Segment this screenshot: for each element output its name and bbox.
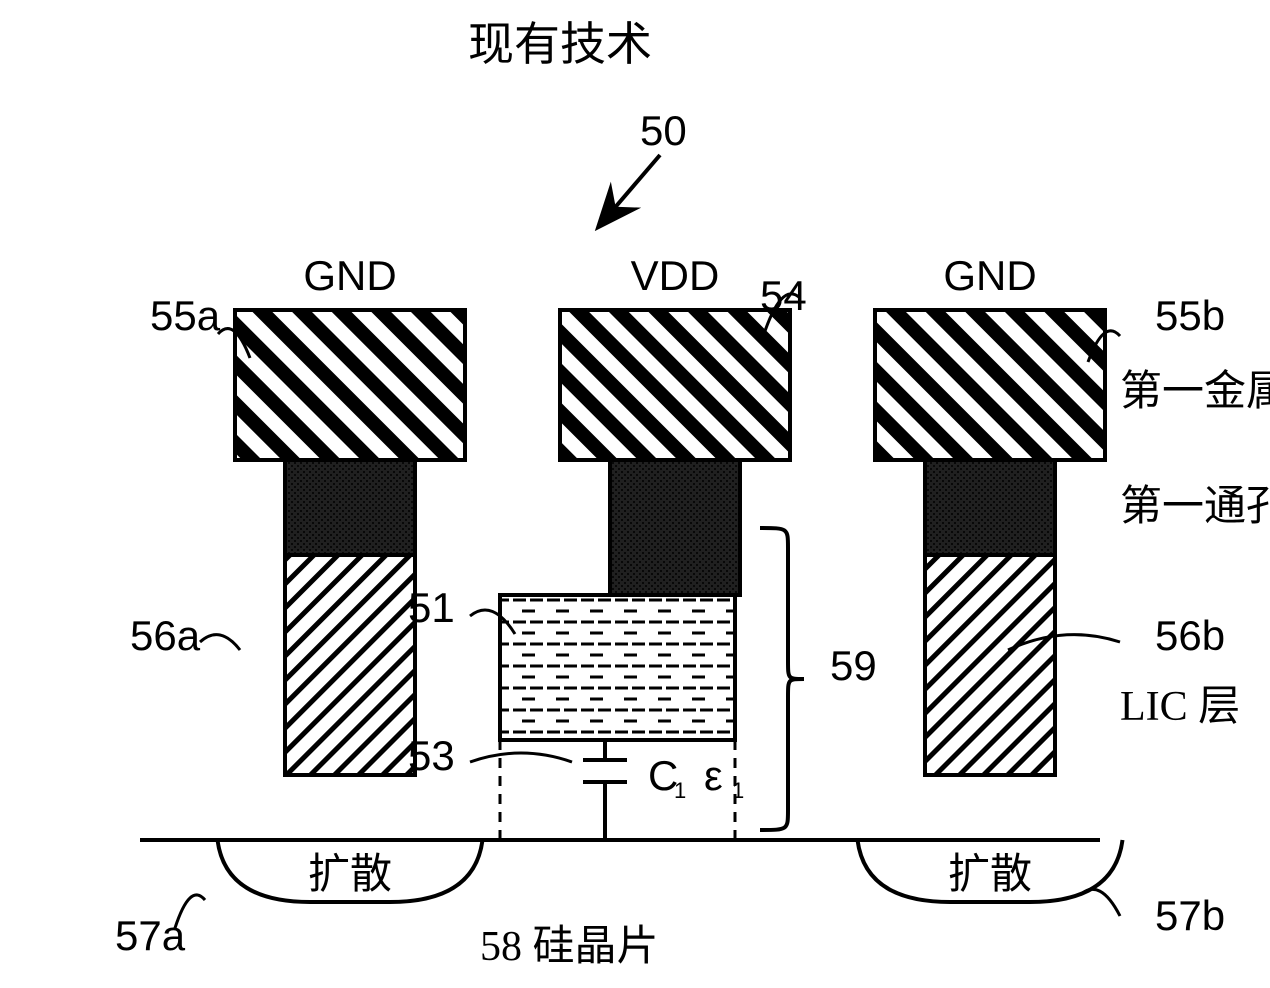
diffusion-label-right: 扩散 (948, 852, 1032, 898)
ref-53: 53 (408, 732, 455, 779)
via-center (610, 460, 740, 595)
metal-center (560, 310, 790, 460)
ref-54: 54 (760, 272, 807, 319)
metal-left (235, 310, 465, 460)
leader-56a (200, 635, 240, 650)
rail-label-right: GND (943, 252, 1036, 299)
leader-53 (470, 753, 572, 762)
lic-left (285, 555, 415, 775)
layer-label-via: 第一通孔层 (1120, 484, 1270, 530)
substrate-label: 58 硅晶片 (480, 924, 659, 970)
capacitor-symbol (583, 740, 627, 840)
cap-label: C1ε1 (648, 752, 744, 803)
ref-51: 51 (408, 584, 455, 631)
ref-55b: 55b (1155, 292, 1225, 339)
ref-55a: 55a (150, 292, 221, 339)
svg-text:ε: ε (704, 752, 723, 799)
ref-arrow-50 (600, 155, 660, 225)
layer-label-metal: 第一金属层 (1120, 368, 1270, 415)
rail-label-center: VDD (631, 252, 720, 299)
svg-text:1: 1 (732, 778, 744, 803)
svg-text:1: 1 (674, 778, 686, 803)
brace-59 (760, 528, 804, 830)
rail-label-left: GND (303, 252, 396, 299)
ref-50: 50 (640, 107, 687, 154)
lic-right (925, 555, 1055, 775)
metal-right (875, 310, 1105, 460)
ref-57b: 57b (1155, 892, 1225, 939)
ref-56b: 56b (1155, 612, 1225, 659)
poly-center (500, 595, 735, 740)
ref-57a: 57a (115, 912, 186, 959)
layer-label-lic: LIC 层 (1120, 684, 1240, 730)
ref-59: 59 (830, 642, 877, 689)
figure-title: 现有技术 (468, 19, 652, 70)
diffusion-label-left: 扩散 (308, 852, 392, 898)
ref-56a: 56a (130, 612, 201, 659)
